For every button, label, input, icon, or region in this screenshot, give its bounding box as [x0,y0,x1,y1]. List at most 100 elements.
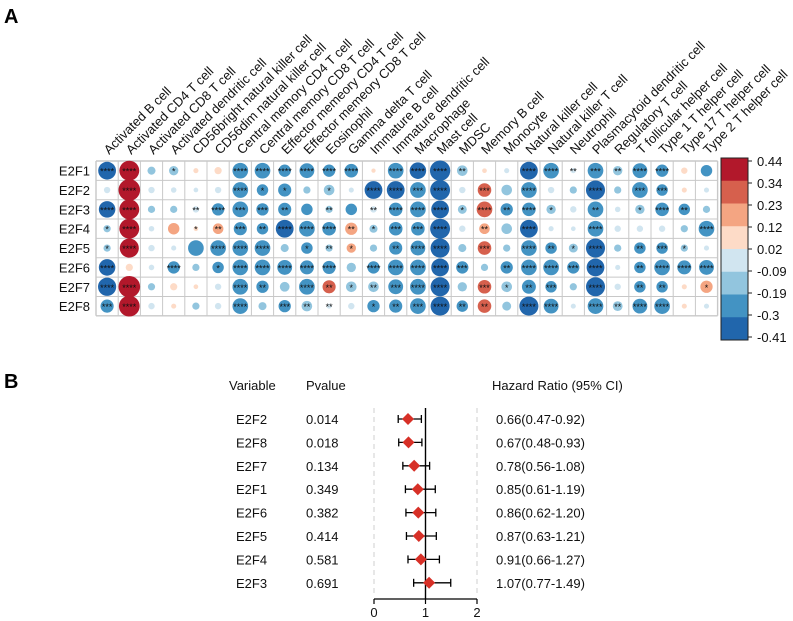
significance-mark: **** [433,225,448,235]
significance-mark: **** [522,263,537,273]
hazard-ratio-marker [402,436,415,449]
significance-mark: *** [657,244,668,254]
correlation-circle [456,261,469,274]
correlation-circle [429,160,451,181]
correlation-circle [148,264,155,271]
significance-mark: **** [300,263,315,273]
correlation-circle [258,302,267,311]
significance-mark: **** [100,263,115,273]
significance-mark: ** [636,283,644,293]
significance-mark: ** [636,263,644,273]
significance-mark: ** [326,205,334,215]
variable-label: E2F3 [236,576,267,591]
header-variable: Variable [229,378,276,393]
correlation-circle [521,182,537,198]
significance-mark: ** [192,205,200,215]
significance-mark: ** [326,244,334,254]
significance-mark: *** [390,225,401,235]
significance-mark: * [705,283,709,293]
correlation-circle [322,164,336,177]
significance-mark: * [372,225,376,235]
correlation-circle [233,222,247,236]
correlation-circle [301,300,313,312]
hazard-ratio-marker [411,483,424,496]
significance-mark: **** [255,244,270,254]
significance-mark: * [549,205,553,215]
correlation-circle [612,301,623,312]
correlation-circle [656,281,668,293]
significance-mark: * [194,225,198,235]
pvalue-label: 0.581 [306,552,339,567]
significance-mark: *** [257,205,268,215]
correlation-circle [367,261,380,274]
correlation-circle [500,203,513,216]
correlation-circle [103,225,111,233]
significance-mark: ** [614,167,622,177]
correlation-circle [171,245,177,251]
correlation-circle [681,187,687,193]
correlation-circle [480,263,489,272]
correlation-circle [103,244,111,252]
significance-mark: *** [390,283,401,293]
correlation-circle [567,261,580,274]
significance-mark: **** [122,205,137,215]
hazard-ratio-label: 0.86(0.62-1.20) [496,506,585,521]
correlation-circle [214,167,222,175]
correlation-circle [345,222,358,235]
correlation-circle [303,186,311,194]
correlation-circle [371,168,376,173]
correlation-circle [148,244,155,252]
correlation-circle [388,221,403,236]
significance-mark: **** [278,167,293,177]
correlation-circle [658,225,666,232]
legend-tick-label: 0.02 [757,242,782,257]
legend-swatch [721,271,748,295]
correlation-circle [118,295,140,317]
correlation-circle [98,161,116,180]
correlation-circle [459,186,466,194]
correlation-circle [323,184,335,196]
significance-mark: **** [544,167,559,177]
significance-mark: **** [411,263,426,273]
correlation-circle [632,298,648,314]
correlation-circle [702,205,711,213]
correlation-circle [326,303,332,309]
significance-mark: * [350,244,354,254]
hazard-ratio-label: 0.91(0.66-1.27) [496,552,585,567]
correlation-circle [232,201,249,218]
correlation-circle [632,182,648,198]
correlation-circle [367,299,380,313]
significance-mark: ** [392,302,400,312]
correlation-heatmap: E2F1 **** **** * **** **** **** **** **** **** ***… [59,29,791,317]
correlation-circle [299,220,315,237]
correlation-circle [479,223,490,235]
significance-mark: **** [100,167,115,177]
correlation-circle [504,168,510,174]
correlation-circle [348,302,355,310]
correlation-circle [410,240,426,256]
correlation-circle [698,220,715,237]
significance-mark: **** [300,225,315,235]
correlation-circle [501,281,513,293]
correlation-circle [587,162,604,179]
correlation-circle [214,283,222,290]
significance-mark: **** [255,167,270,177]
correlation-circle [430,218,451,239]
significance-mark: ** [326,283,334,293]
significance-mark: **** [522,225,537,235]
correlation-circle [585,277,606,297]
significance-mark: ** [659,283,667,293]
significance-mark: **** [522,186,537,196]
significance-mark: * [105,244,109,254]
correlation-circle [348,187,354,193]
correlation-circle [521,279,536,294]
significance-mark: **** [411,244,426,254]
correlation-circle [256,280,269,293]
correlation-circle [477,183,492,197]
legend-tick-label: -0.41 [757,330,787,345]
correlation-circle [700,280,713,293]
correlation-circle [634,261,646,274]
significance-mark: *** [235,205,246,215]
significance-mark: **** [233,283,248,293]
correlation-circle [500,261,513,274]
